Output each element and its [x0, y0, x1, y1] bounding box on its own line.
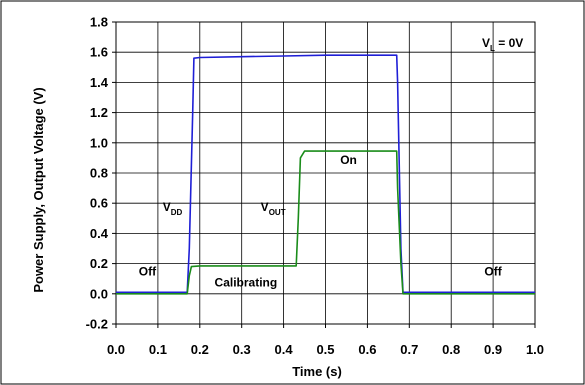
y-tick-label: 0.2 [90, 256, 108, 271]
legend-note-suffix: = 0V [495, 36, 523, 50]
series-line-vdd [116, 54, 535, 294]
legend-note-vl: VL = 0V [482, 36, 523, 53]
annotations: Off Calibrating On Off VDD VOUT [139, 153, 503, 289]
ann-calibrating: Calibrating [215, 275, 278, 289]
x-tick-label: 0.0 [107, 342, 125, 357]
x-tick-label: 0.3 [233, 342, 251, 357]
vout-label: VOUT [261, 200, 286, 217]
x-tick-label: 0.2 [191, 342, 209, 357]
x-tick-label: 0.6 [358, 342, 376, 357]
y-tick-label: 1.8 [90, 15, 108, 30]
x-tick-label: 1.0 [526, 342, 544, 357]
legend-note-sub: L [490, 44, 495, 53]
x-tick-label: 0.5 [316, 342, 334, 357]
x-tick-label: 0.4 [275, 342, 294, 357]
vdd-label: VDD [163, 200, 183, 217]
x-tick-label: 0.7 [400, 342, 418, 357]
ann-off-right: Off [484, 265, 502, 279]
ann-on: On [340, 153, 357, 167]
y-axis: -0.2 0.0 0.2 0.4 0.6 0.8 1.0 1.2 1.4 1.6 1.8 [86, 15, 116, 332]
y-tick-label: -0.2 [86, 317, 108, 332]
y-tick-label: 1.6 [90, 45, 108, 60]
y-tick-label: 1.4 [90, 75, 109, 90]
series-line-vout [116, 150, 535, 295]
y-tick-label: 1.0 [90, 135, 108, 150]
y-tick-label: 1.2 [90, 105, 108, 120]
ann-off-left: Off [139, 265, 157, 279]
x-axis: 0.0 0.1 0.2 0.3 0.4 0.5 0.6 0.7 0.8 0.9 1.0 [107, 324, 544, 357]
y-tick-label: 0.4 [90, 226, 109, 241]
y-tick-label: 0.6 [90, 196, 108, 211]
series-group [116, 54, 535, 295]
legend-note-main: V [482, 36, 490, 50]
y-axis-title: Power Supply, Output Voltage (V) [31, 87, 46, 292]
x-tick-label: 0.1 [149, 342, 167, 357]
y-tick-label: 0.0 [90, 286, 108, 301]
y-tick-label: 0.8 [90, 166, 108, 181]
x-tick-label: 0.8 [442, 342, 460, 357]
x-tick-label: 0.9 [484, 342, 502, 357]
x-axis-title: Time (s) [292, 364, 342, 379]
